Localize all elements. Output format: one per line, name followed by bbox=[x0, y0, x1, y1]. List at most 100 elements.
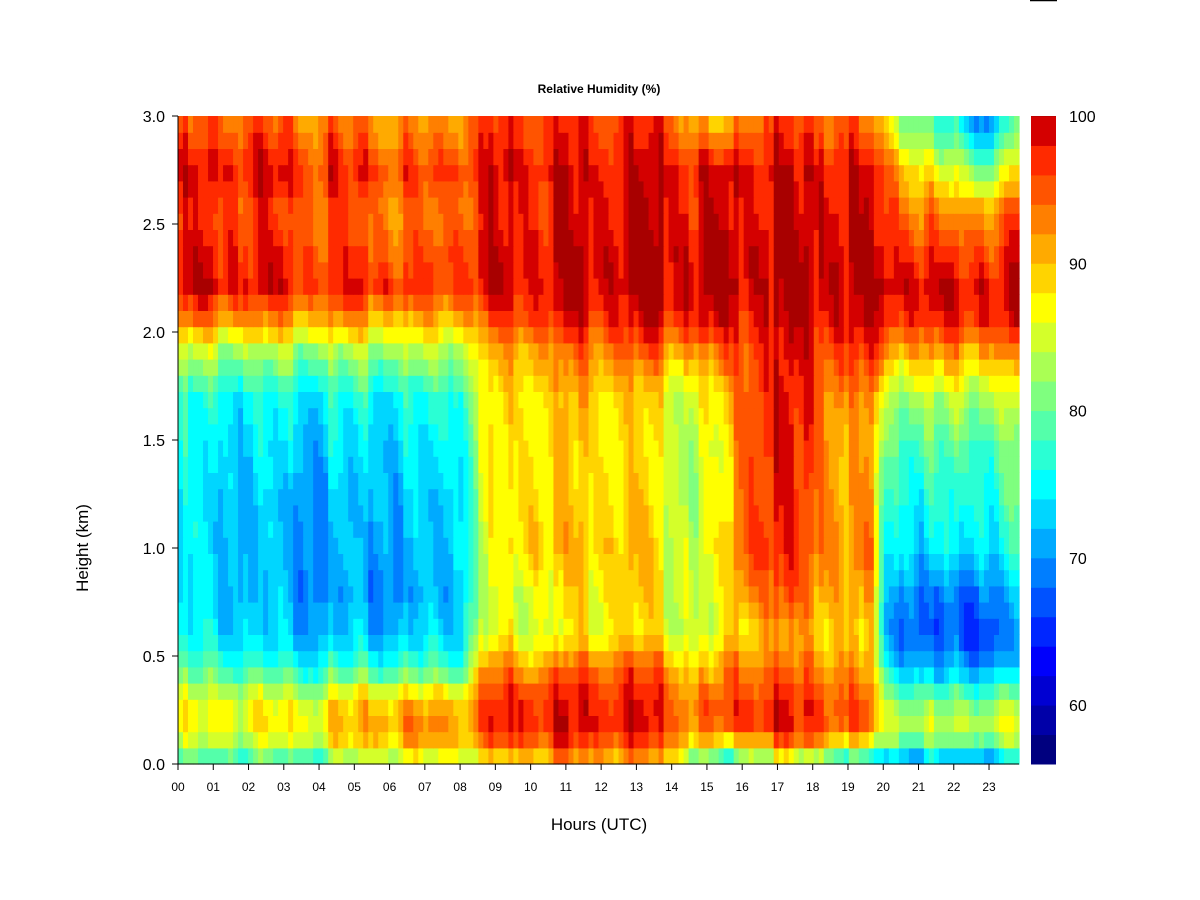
heatmap-cell bbox=[498, 326, 504, 344]
heatmap-cell bbox=[388, 683, 394, 700]
heatmap-cell bbox=[858, 488, 865, 506]
heatmap-cell bbox=[958, 715, 965, 733]
heatmap-cell bbox=[338, 342, 344, 360]
heatmap-cell bbox=[183, 521, 189, 538]
heatmap-cell bbox=[488, 666, 494, 684]
heatmap-cell bbox=[668, 747, 675, 765]
heatmap-cell bbox=[458, 715, 464, 733]
heatmap-cell bbox=[423, 699, 429, 716]
heatmap-cell bbox=[348, 650, 354, 668]
heatmap-cell bbox=[973, 699, 980, 716]
heatmap-cell bbox=[778, 553, 785, 571]
heatmap-cell bbox=[218, 715, 224, 733]
heatmap-cell bbox=[998, 488, 1005, 506]
heatmap-cell bbox=[643, 569, 650, 587]
heatmap-cell bbox=[708, 488, 715, 506]
heatmap-cell bbox=[283, 407, 289, 425]
heatmap-cell bbox=[238, 731, 244, 749]
heatmap-cell bbox=[843, 391, 850, 409]
heatmap-cell bbox=[398, 423, 404, 441]
heatmap-cell bbox=[518, 521, 525, 538]
heatmap-cell bbox=[378, 699, 384, 716]
heatmap-cell bbox=[228, 569, 234, 587]
heatmap-cell bbox=[958, 699, 965, 716]
heatmap-cell bbox=[933, 618, 940, 635]
heatmap-cell bbox=[828, 504, 835, 522]
heatmap-cell bbox=[1013, 504, 1020, 522]
heatmap-cell bbox=[733, 326, 740, 344]
heatmap-cell bbox=[483, 310, 489, 328]
heatmap-cell bbox=[218, 650, 224, 668]
heatmap-cell bbox=[478, 423, 484, 441]
heatmap-cell bbox=[913, 294, 920, 311]
heatmap-cell bbox=[253, 375, 259, 392]
heatmap-cell bbox=[183, 326, 189, 344]
heatmap-cell bbox=[728, 521, 735, 538]
heatmap-cell bbox=[523, 342, 530, 360]
heatmap-cell bbox=[318, 488, 324, 506]
heatmap-cell bbox=[438, 391, 444, 409]
heatmap-cell bbox=[683, 359, 690, 376]
heatmap-cell bbox=[768, 650, 775, 668]
heatmap-cell bbox=[348, 472, 354, 490]
heatmap-cell bbox=[433, 618, 439, 635]
heatmap-cell bbox=[288, 375, 294, 392]
heatmap-cell bbox=[923, 569, 930, 587]
heatmap-cell bbox=[888, 553, 895, 571]
heatmap-cell bbox=[428, 553, 434, 571]
heatmap-cell bbox=[618, 650, 625, 668]
heatmap-cell bbox=[278, 731, 284, 749]
heatmap-cell bbox=[438, 537, 444, 554]
heatmap-cell bbox=[598, 553, 605, 571]
heatmap-cell bbox=[958, 683, 965, 700]
heatmap-cell bbox=[753, 699, 760, 716]
heatmap-cell bbox=[328, 602, 334, 619]
heatmap-cell bbox=[368, 326, 374, 344]
heatmap-cell bbox=[1013, 731, 1020, 749]
heatmap-cell bbox=[903, 521, 910, 538]
heatmap-cell bbox=[448, 359, 454, 376]
heatmap-cell bbox=[418, 456, 424, 473]
heatmap-cell bbox=[843, 440, 850, 457]
heatmap-cell bbox=[803, 650, 810, 668]
heatmap-cell bbox=[838, 618, 845, 635]
heatmap-cell bbox=[773, 326, 780, 344]
heatmap-cell bbox=[633, 310, 640, 328]
heatmap-cell bbox=[858, 359, 865, 376]
heatmap-cell bbox=[603, 553, 610, 571]
heatmap-cell bbox=[953, 407, 960, 425]
heatmap-cell bbox=[653, 278, 660, 295]
heatmap-cell bbox=[658, 342, 665, 360]
heatmap-cell bbox=[953, 326, 960, 344]
heatmap-cell bbox=[843, 359, 850, 376]
heatmap-cell bbox=[278, 602, 284, 619]
heatmap-cell bbox=[503, 747, 509, 765]
heatmap-cell bbox=[293, 407, 299, 425]
heatmap-cell bbox=[288, 585, 294, 603]
heatmap-cell bbox=[973, 731, 980, 749]
heatmap-cell bbox=[713, 683, 720, 700]
heatmap-cell bbox=[878, 747, 885, 765]
heatmap-cell bbox=[758, 472, 765, 490]
heatmap-cell bbox=[628, 359, 635, 376]
heatmap-cell bbox=[353, 407, 359, 425]
heatmap-cell bbox=[588, 634, 595, 652]
heatmap-cell bbox=[473, 504, 479, 522]
heatmap-cell bbox=[863, 423, 870, 441]
heatmap-cell bbox=[703, 440, 710, 457]
heatmap-cell bbox=[698, 423, 705, 441]
heatmap-cell bbox=[738, 359, 745, 376]
heatmap-cell bbox=[868, 521, 875, 538]
heatmap-cell bbox=[523, 440, 530, 457]
heatmap-cell bbox=[268, 294, 274, 311]
heatmap-cell bbox=[1003, 683, 1010, 700]
heatmap-cell bbox=[368, 699, 374, 716]
heatmap-cell bbox=[283, 553, 289, 571]
heatmap-cell bbox=[653, 602, 660, 619]
heatmap-cell bbox=[1013, 569, 1020, 587]
heatmap-cell bbox=[738, 618, 745, 635]
heatmap-cell bbox=[928, 488, 935, 506]
heatmap-cell bbox=[613, 602, 620, 619]
heatmap-cell bbox=[653, 391, 660, 409]
